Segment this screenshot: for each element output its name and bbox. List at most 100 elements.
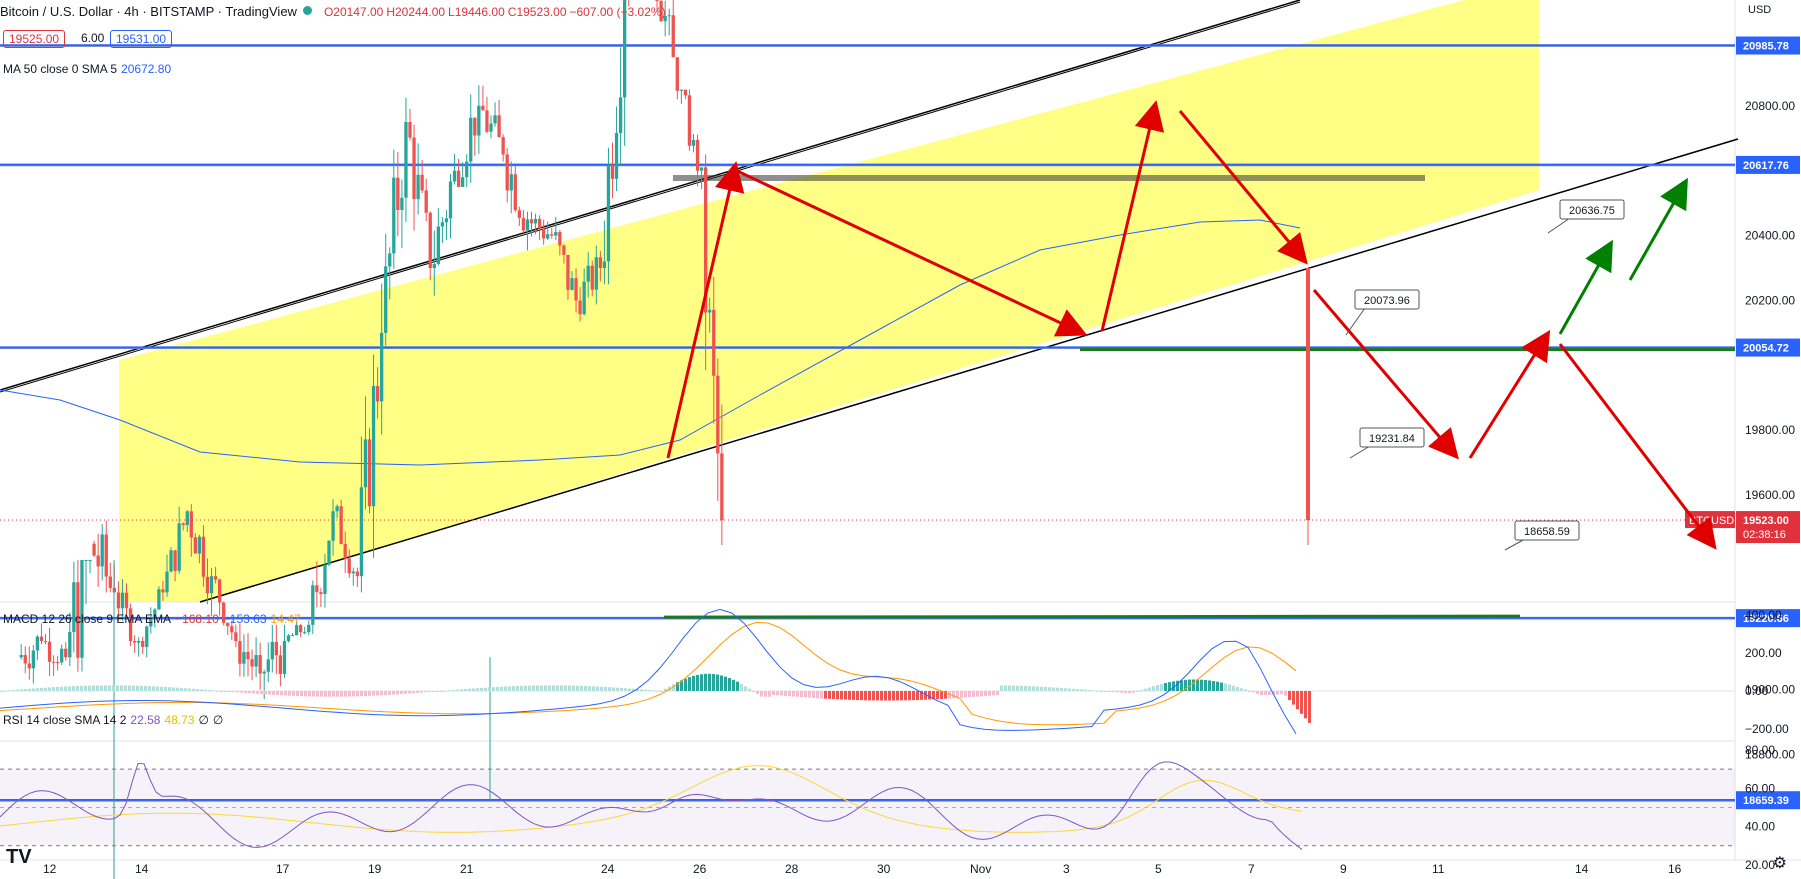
- macd-hist-bar: [236, 691, 239, 693]
- candle: [193, 537, 197, 554]
- candle: [509, 174, 513, 191]
- symbol-title[interactable]: Bitcoin / U.S. Dollar · 4h · BITSTAMP · …: [0, 4, 297, 19]
- candle: [428, 212, 432, 268]
- macd-hist-bar: [1180, 680, 1183, 691]
- candle: [177, 523, 181, 571]
- rsi-legend[interactable]: RSI 14 close SMA 14 2 22.58 48.73 ∅ ∅: [3, 713, 223, 727]
- macd-hist-bar: [1224, 683, 1227, 691]
- rsi-sma-value: 48.73: [164, 713, 195, 727]
- macd-hist-bar: [72, 686, 75, 691]
- candle: [222, 602, 226, 623]
- macd-hist-bar: [172, 687, 175, 691]
- macd-hist-bar: [844, 691, 847, 700]
- macd-hist-bar: [240, 691, 243, 693]
- macd-hist-bar: [1256, 691, 1259, 694]
- candle: [246, 651, 250, 660]
- callout-box: [1559, 199, 1625, 220]
- macd-hist-bar: [376, 691, 379, 696]
- candle: [521, 217, 526, 231]
- macd-hist-bar: [4, 690, 7, 692]
- macd-hist-bar: [296, 691, 299, 697]
- price-tick-label: 19600.00: [1745, 488, 1795, 502]
- macd-hist-bar: [444, 690, 447, 692]
- macd-hist-bar: [816, 691, 819, 699]
- macd-hist-bar: [260, 691, 263, 695]
- macd-hist-bar: [600, 686, 603, 691]
- candle: [120, 592, 125, 609]
- macd-hist-bar: [620, 687, 623, 691]
- candle: [704, 167, 708, 313]
- macd-hist-bar: [292, 691, 295, 696]
- candle: [582, 281, 586, 315]
- macd-hist-bar: [392, 691, 395, 695]
- candle: [92, 543, 96, 556]
- macd-hist-bar: [12, 690, 15, 692]
- gear-icon[interactable]: ⚙: [1772, 855, 1787, 872]
- tradingview-logo[interactable]: TV: [6, 846, 32, 868]
- macd-hist-bar: [96, 685, 99, 691]
- macd-hist-bar: [1236, 686, 1239, 691]
- macd-hist-bar: [1244, 689, 1247, 691]
- macd-hist-bar: [200, 689, 203, 691]
- macd-hist-bar: [340, 691, 343, 697]
- macd-hist-bar: [1000, 685, 1003, 691]
- macd-hist-bar: [1172, 681, 1175, 691]
- macd-hist-bar: [368, 691, 371, 696]
- macd-hist-bar: [244, 691, 247, 693]
- macd-hist-bar: [492, 687, 495, 691]
- macd-hist-bar: [636, 689, 639, 691]
- candle: [440, 222, 445, 227]
- buy-price-box[interactable]: 19531.00: [110, 30, 173, 48]
- macd-hist-bar: [324, 691, 327, 697]
- candle: [258, 655, 262, 674]
- sell-price-box[interactable]: 19525.00: [3, 30, 66, 48]
- candle: [323, 564, 327, 594]
- macd-legend[interactable]: MACD 12 26 close 9 EMA EMA −168.10 −153.63…: [3, 612, 301, 626]
- macd-hist-bar: [728, 678, 731, 691]
- macd-hist-bar: [1120, 691, 1123, 693]
- macd-hist-bar: [508, 686, 511, 691]
- macd-hist-bar: [28, 688, 31, 691]
- candle: [606, 165, 611, 262]
- ma-legend[interactable]: MA 50 close 0 SMA 5 20672.80: [3, 62, 171, 76]
- macd-hist-bar: [164, 686, 167, 691]
- candle: [347, 558, 351, 574]
- macd-hist-bar: [584, 685, 587, 691]
- candle: [161, 589, 165, 593]
- macd-hist-bar: [480, 687, 483, 691]
- macd-hist-bar: [836, 691, 839, 700]
- macd-hist-bar: [588, 686, 591, 691]
- candle: [303, 632, 307, 634]
- channel-lower-line: [199, 138, 1739, 603]
- macd-hist-bar: [56, 686, 59, 691]
- macd-hist-bar: [1004, 685, 1007, 691]
- candle: [473, 117, 477, 136]
- current-price-tag: [1736, 511, 1800, 544]
- date-tick-label: 16: [1668, 862, 1682, 876]
- macd-hist-bar: [904, 691, 907, 701]
- candle: [408, 122, 412, 138]
- candle: [493, 115, 497, 124]
- macd-hist-bar: [116, 685, 119, 691]
- macd-hist-bar: [208, 690, 211, 692]
- macd-hist-bar: [928, 691, 931, 700]
- candle: [31, 650, 35, 669]
- macd-hist-bar: [704, 673, 707, 691]
- macd-hist-bar: [1044, 686, 1047, 691]
- macd-hist-bar: [300, 691, 303, 697]
- macd-hist-bar: [852, 691, 855, 700]
- macd-hist-bar: [1088, 690, 1091, 692]
- macd-hist-bar: [608, 687, 611, 691]
- macd-hist-bar: [692, 675, 695, 691]
- macd-hist-bar: [384, 691, 387, 696]
- macd-hist-bar: [92, 685, 95, 691]
- candle: [145, 626, 149, 647]
- macd-hist-bar: [604, 686, 607, 691]
- macd-hist-bar: [856, 691, 859, 701]
- macd-hist-bar: [1184, 679, 1187, 691]
- macd-hist-bar: [500, 686, 503, 691]
- macd-hist-bar: [1204, 679, 1207, 691]
- candle: [679, 89, 683, 91]
- macd-hist-bar: [684, 678, 687, 691]
